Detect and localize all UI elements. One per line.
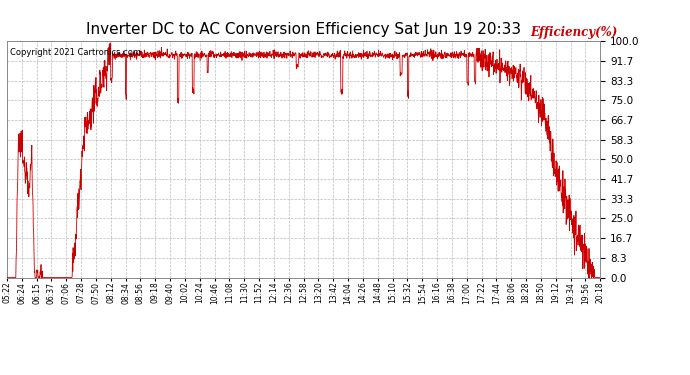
Text: Copyright 2021 Cartronics.com: Copyright 2021 Cartronics.com (10, 48, 141, 57)
Title: Inverter DC to AC Conversion Efficiency Sat Jun 19 20:33: Inverter DC to AC Conversion Efficiency … (86, 22, 521, 37)
Text: Efficiency(%): Efficiency(%) (531, 26, 618, 39)
